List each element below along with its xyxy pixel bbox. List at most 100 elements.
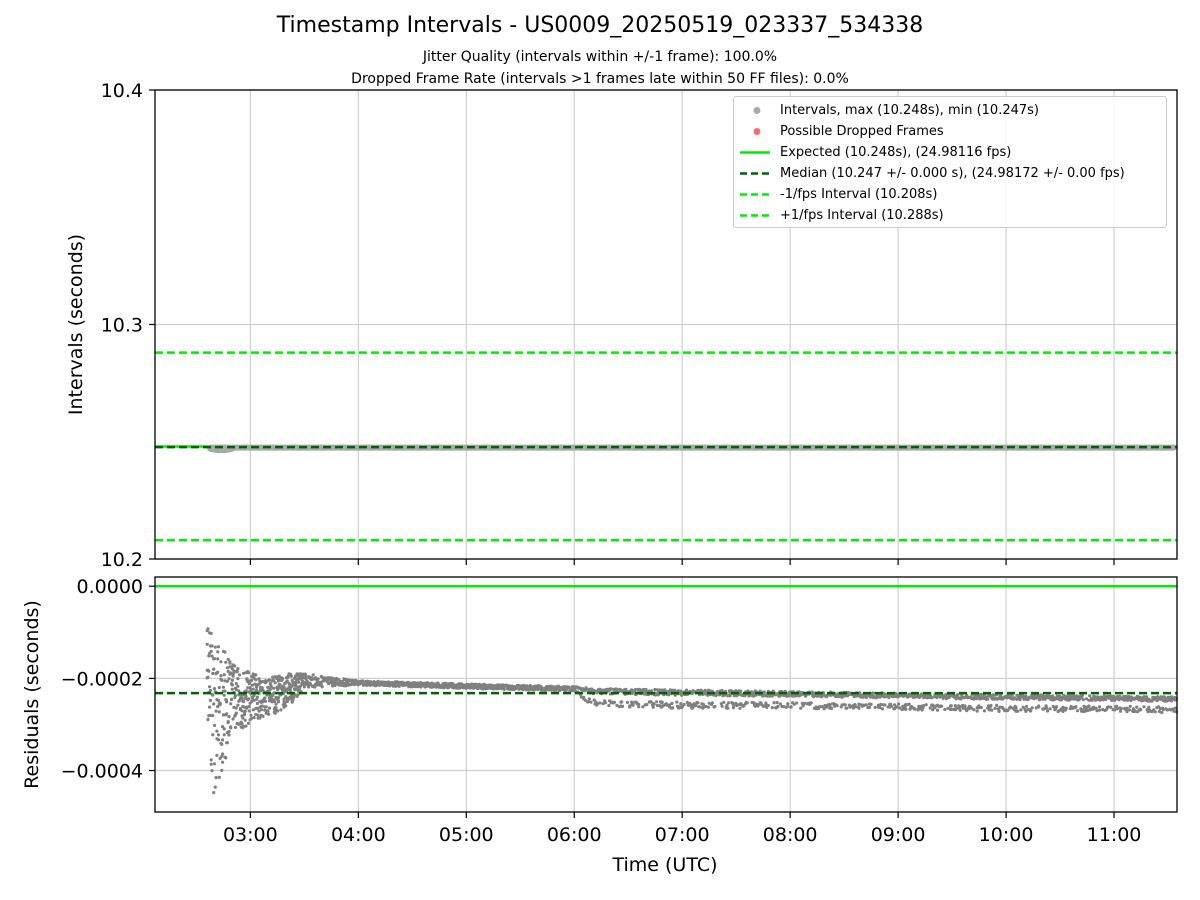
residual-point	[922, 703, 926, 708]
residual-point	[765, 694, 770, 698]
residual-point	[1115, 707, 1119, 711]
residual-point	[625, 700, 630, 705]
residual-point	[727, 701, 731, 705]
residual-point	[289, 674, 293, 678]
residual-point	[304, 674, 308, 678]
residual-point	[848, 705, 852, 709]
residual-point	[776, 704, 780, 709]
residual-point	[252, 716, 256, 720]
residual-point	[770, 706, 774, 710]
residual-point	[739, 689, 743, 693]
residual-point	[242, 713, 246, 717]
residual-point	[221, 713, 225, 717]
residual-point	[233, 664, 237, 668]
residual-point	[267, 678, 272, 682]
residual-point	[216, 705, 220, 709]
residual-point	[1117, 698, 1121, 702]
residual-point	[989, 703, 993, 708]
residual-point	[684, 688, 689, 692]
residual-point	[274, 706, 278, 710]
residual-point	[242, 724, 246, 728]
residual-point	[210, 769, 214, 773]
residual-point	[803, 701, 807, 705]
residual-point	[229, 702, 233, 706]
residual-point	[212, 657, 217, 661]
residual-point	[259, 708, 263, 712]
residual-point	[1125, 710, 1129, 714]
residual-point	[946, 706, 950, 711]
residual-point	[231, 717, 235, 721]
residual-point	[1169, 708, 1173, 712]
residual-point	[229, 697, 234, 701]
residual-point	[306, 684, 310, 688]
residual-point	[209, 762, 213, 766]
residual-point	[320, 685, 324, 689]
residual-point	[313, 685, 317, 689]
residual-point	[930, 696, 934, 700]
residual-point	[982, 709, 987, 713]
residual-point	[273, 681, 277, 685]
residual-point	[809, 701, 813, 705]
residual-point	[316, 677, 320, 681]
residual-point	[975, 709, 979, 713]
residual-point	[956, 694, 960, 698]
residual-point	[284, 704, 288, 708]
residual-point	[1029, 709, 1033, 713]
residual-point	[330, 676, 334, 680]
residual-point	[587, 697, 591, 701]
residual-point	[998, 705, 1002, 709]
residual-point	[250, 678, 254, 683]
residual-point	[880, 707, 885, 711]
residual-point	[1008, 705, 1013, 709]
residual-point	[928, 706, 932, 710]
residual-point	[1014, 706, 1018, 710]
residual-point	[227, 677, 231, 681]
residual-point	[207, 654, 211, 658]
residual-point	[645, 703, 649, 707]
residual-point	[244, 724, 248, 728]
residual-point	[893, 703, 897, 707]
residual-point	[720, 704, 724, 708]
residual-point	[285, 679, 289, 683]
residual-point	[211, 671, 215, 676]
residual-point	[889, 704, 894, 708]
residual-point	[276, 700, 280, 704]
residual-point	[260, 686, 264, 690]
residual-point	[1085, 708, 1089, 712]
residual-point	[974, 697, 979, 701]
residual-point	[206, 627, 210, 631]
residual-point	[212, 702, 216, 706]
bottom-plot-frame	[154, 576, 1178, 813]
residual-point	[218, 756, 222, 761]
residual-point	[246, 721, 251, 725]
residual-point	[879, 702, 883, 707]
residual-point	[249, 713, 253, 717]
residual-point	[252, 698, 256, 703]
residual-point	[603, 701, 608, 705]
residual-point	[766, 703, 770, 708]
residual-point	[598, 701, 602, 705]
residual-point	[212, 667, 216, 671]
residual-point	[615, 703, 619, 707]
residual-point	[735, 704, 739, 708]
residual-point	[1061, 709, 1065, 714]
residual-point	[241, 716, 245, 720]
legend-item-expected: Expected (10.248s), (24.98116 fps)	[740, 145, 1012, 160]
residual-point	[995, 703, 999, 708]
residual-point	[924, 703, 928, 707]
residual-point	[227, 715, 231, 719]
residual-point	[1160, 710, 1164, 715]
residual-point	[206, 675, 210, 680]
residual-point	[242, 671, 246, 675]
residual-point	[1128, 704, 1132, 709]
residual-point	[245, 706, 249, 710]
residual-point	[1097, 705, 1102, 709]
residual-point	[306, 680, 310, 684]
residual-point	[331, 684, 335, 688]
residual-point	[267, 712, 271, 716]
residual-point	[752, 694, 756, 698]
residual-point	[212, 791, 216, 795]
residual-point	[1090, 698, 1094, 702]
residual-point	[206, 717, 210, 722]
residual-point	[778, 702, 783, 706]
